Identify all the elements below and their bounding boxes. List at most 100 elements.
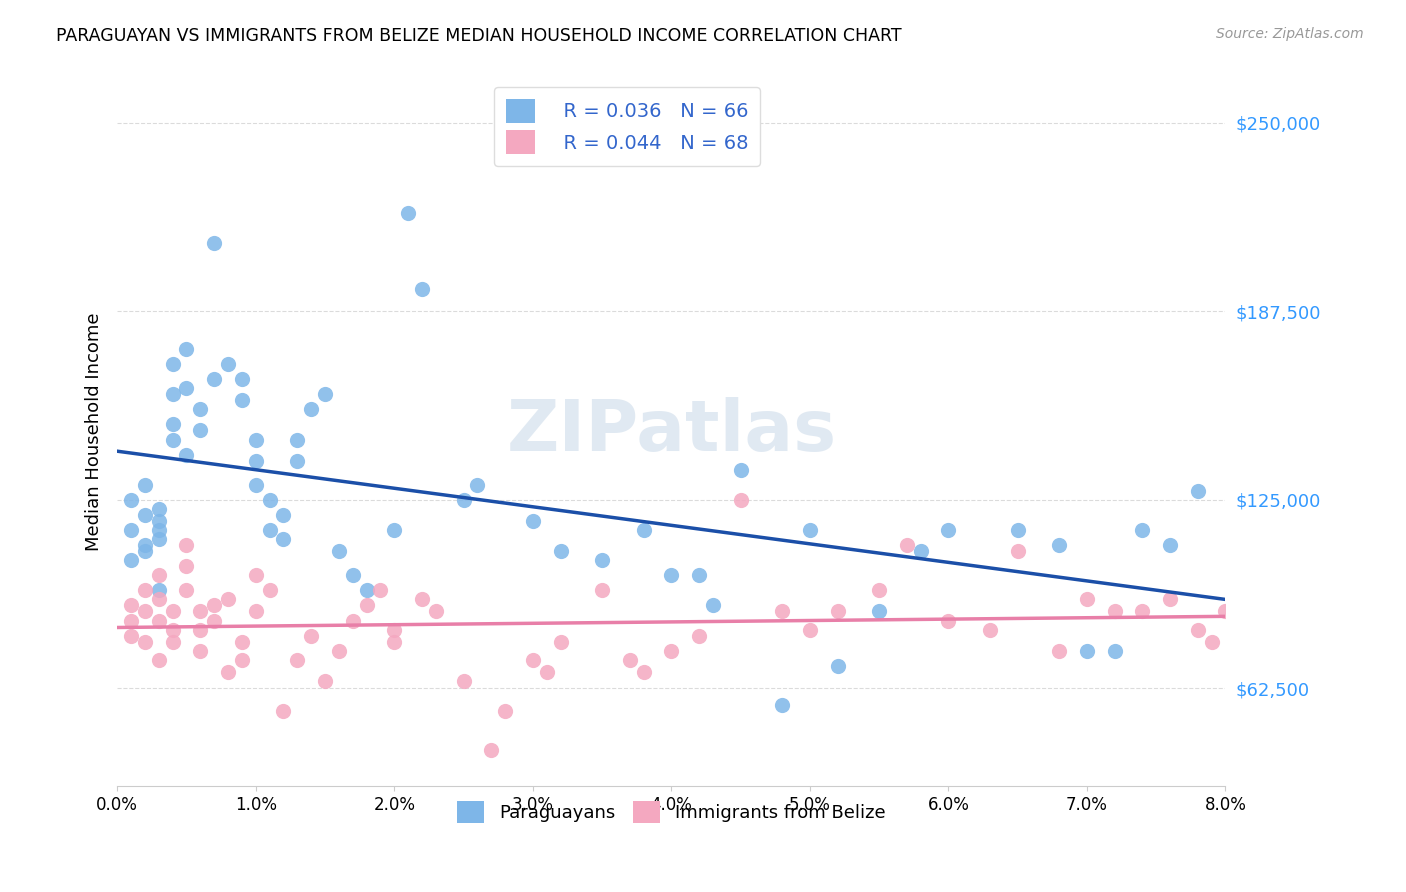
Point [1159, 592, 1181, 607]
Point [245, 433, 267, 447]
Point [273, 704, 295, 718]
Point [231, 634, 253, 648]
Point [550, 634, 572, 648]
Point [314, 673, 336, 688]
Point [285, 453, 308, 467]
Point [868, 583, 890, 598]
Point [479, 743, 502, 757]
Point [176, 448, 198, 462]
Point [148, 502, 170, 516]
Point [1076, 643, 1098, 657]
Point [659, 643, 682, 657]
Point [1104, 643, 1126, 657]
Point [453, 673, 475, 688]
Point [938, 614, 960, 628]
Point [1104, 605, 1126, 619]
Point [217, 592, 239, 607]
Point [659, 568, 682, 582]
Point [148, 614, 170, 628]
Text: PARAGUAYAN VS IMMIGRANTS FROM BELIZE MEDIAN HOUSEHOLD INCOME CORRELATION CHART: PARAGUAYAN VS IMMIGRANTS FROM BELIZE MED… [56, 27, 901, 45]
Point [827, 605, 849, 619]
Point [188, 424, 211, 438]
Point [148, 514, 170, 528]
Point [550, 544, 572, 558]
Point [730, 492, 752, 507]
Point [1187, 623, 1209, 637]
Point [1159, 538, 1181, 552]
Point [1130, 605, 1153, 619]
Point [176, 381, 198, 395]
Point [770, 605, 793, 619]
Point [868, 605, 890, 619]
Point [134, 477, 156, 491]
Point [134, 634, 156, 648]
Point [231, 372, 253, 386]
Point [176, 342, 198, 356]
Point [314, 387, 336, 401]
Point [245, 453, 267, 467]
Point [202, 614, 225, 628]
Point [827, 658, 849, 673]
Point [1215, 605, 1237, 619]
Point [162, 634, 184, 648]
Point [411, 282, 433, 296]
Point [425, 605, 447, 619]
Point [120, 523, 142, 537]
Point [285, 653, 308, 667]
Point [120, 492, 142, 507]
Point [382, 634, 405, 648]
Point [217, 357, 239, 371]
Point [162, 357, 184, 371]
Point [356, 583, 378, 598]
Point [120, 614, 142, 628]
Point [202, 236, 225, 251]
Point [396, 206, 419, 220]
Point [702, 599, 724, 613]
Point [120, 629, 142, 643]
Point [688, 629, 710, 643]
Point [162, 623, 184, 637]
Point [162, 387, 184, 401]
Point [1076, 592, 1098, 607]
Point [259, 583, 281, 598]
Point [536, 665, 558, 679]
Point [217, 665, 239, 679]
Point [176, 538, 198, 552]
Point [382, 523, 405, 537]
Point [273, 508, 295, 522]
Point [453, 492, 475, 507]
Point [633, 523, 655, 537]
Point [619, 653, 641, 667]
Point [285, 433, 308, 447]
Point [299, 402, 322, 417]
Point [633, 665, 655, 679]
Point [134, 605, 156, 619]
Point [1007, 544, 1029, 558]
Point [342, 568, 364, 582]
Point [148, 583, 170, 598]
Point [1130, 523, 1153, 537]
Point [162, 605, 184, 619]
Point [259, 523, 281, 537]
Point [134, 583, 156, 598]
Point [1047, 643, 1070, 657]
Point [188, 402, 211, 417]
Point [148, 653, 170, 667]
Point [188, 605, 211, 619]
Text: ZIPatlas: ZIPatlas [506, 398, 837, 467]
Point [910, 544, 932, 558]
Point [259, 492, 281, 507]
Point [1007, 523, 1029, 537]
Point [148, 592, 170, 607]
Point [688, 568, 710, 582]
Point [799, 623, 821, 637]
Point [1047, 538, 1070, 552]
Point [494, 704, 516, 718]
Point [411, 592, 433, 607]
Point [1201, 634, 1223, 648]
Point [134, 544, 156, 558]
Point [148, 523, 170, 537]
Point [245, 605, 267, 619]
Point [176, 559, 198, 574]
Point [938, 523, 960, 537]
